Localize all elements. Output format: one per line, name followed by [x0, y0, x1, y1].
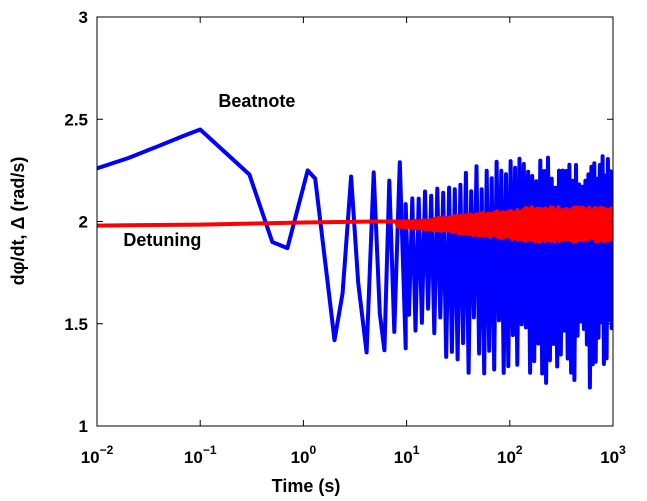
- series-layer: [97, 127, 613, 390]
- series-detuning-line: [97, 205, 613, 244]
- y-tick-label: 1.5: [64, 315, 88, 334]
- annotation-beatnote: Beatnote: [218, 91, 295, 111]
- series-beatnote-line: [97, 127, 613, 390]
- x-tick-label: 10−2: [81, 443, 114, 467]
- y-tick-label: 3: [79, 8, 88, 27]
- y-tick-label: 1: [79, 417, 88, 436]
- tick-layer: 10−2 10−1 100 101 102 103 1 1.5 2 2.5 3: [64, 8, 626, 467]
- x-tick-label: 100: [291, 443, 317, 467]
- y-tick-label: 2: [79, 213, 88, 232]
- y-tick-label: 2.5: [64, 110, 88, 129]
- y-axis-label: dφ/dt, Δ (rad/s): [8, 157, 28, 286]
- x-axis-label: Time (s): [272, 476, 341, 496]
- x-tick-label: 101: [394, 443, 420, 467]
- x-tick-label: 103: [600, 443, 626, 467]
- annotation-layer: Beatnote Detuning: [123, 91, 295, 250]
- annotation-detuning: Detuning: [123, 230, 201, 250]
- x-tick-label: 102: [497, 443, 523, 467]
- x-tick-label: 10−1: [184, 443, 217, 467]
